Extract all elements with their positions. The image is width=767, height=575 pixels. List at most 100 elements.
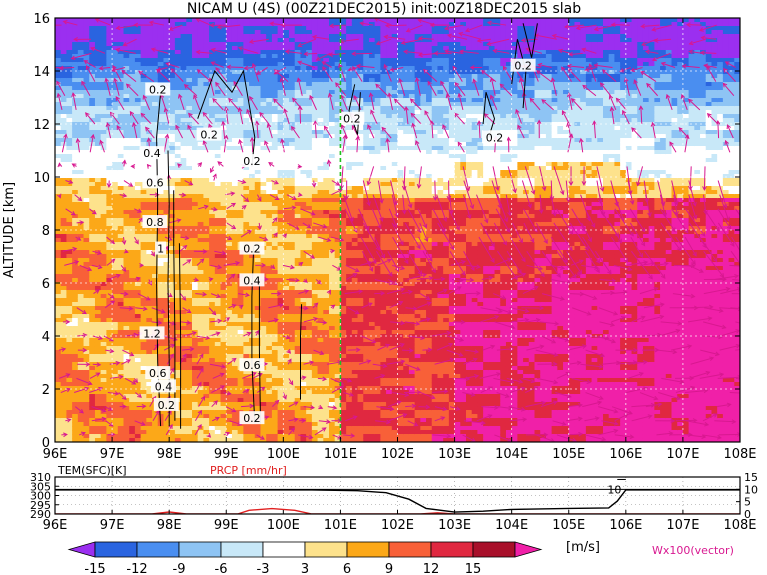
surface-x-tick-label: 99E — [214, 518, 239, 533]
colorbar-tick-label: -12 — [126, 562, 147, 575]
surface-left-label: TEM(SFC)[K] — [57, 464, 127, 477]
x-tick-label: 106E — [609, 447, 642, 462]
contour-label: 0.2 — [243, 412, 261, 425]
contour-label: 0.4 — [243, 274, 261, 287]
main-plot: 0.20.20.20.20.20.20.40.60.81 0.20.41.20.6… — [2, 12, 757, 462]
contour-label: 0.2 — [158, 399, 176, 412]
surface-left-tick: 300 — [30, 490, 51, 503]
contour-label: 1 — [157, 243, 164, 256]
x-tick-label: 108E — [723, 447, 756, 462]
x-tick-label: 101E — [324, 447, 357, 462]
y-tick-label: 2 — [42, 383, 50, 398]
contour-label: 0.8 — [146, 216, 164, 229]
colorbar-tick-label: 9 — [385, 562, 393, 575]
main-axis-ticks: 96E 97E 98E 99E 100E 101E 102E 103E 104E 105E 106E… — [33, 12, 756, 462]
x-tick-label: 99E — [214, 447, 239, 462]
colorbar-tick-label: -15 — [84, 562, 105, 575]
contour-label: 0.2 — [149, 84, 167, 97]
y-tick-label: 14 — [33, 65, 50, 80]
surface-x-tick-label: 100E — [267, 518, 300, 533]
surface-x-tick-label: 106E — [609, 518, 642, 533]
surface-x-tick-label: 101E — [324, 518, 357, 533]
colorbar-tick-label: 6 — [343, 562, 351, 575]
contour-label: 0.2 — [486, 131, 504, 144]
surface-x-tick-label: 108E — [723, 518, 756, 533]
y-tick-label: 12 — [33, 118, 50, 133]
colorbar-swatch — [220, 541, 264, 558]
colorbar-swatch — [94, 541, 138, 558]
surface-series: 10 — [55, 478, 740, 514]
contour-label: 0.6 — [243, 359, 261, 372]
y-axis-label: ALTITUDE [km] — [2, 182, 17, 278]
y-tick-label: 8 — [42, 224, 50, 239]
surface-right-tick: 10 — [744, 483, 758, 496]
x-tick-label: 105E — [552, 447, 585, 462]
vector-label: Wx100(vector) — [652, 544, 734, 557]
colorbar-tick-label: -3 — [257, 562, 270, 575]
contour-label: 0.2 — [243, 155, 261, 168]
y-tick-label: 6 — [42, 277, 50, 292]
colorbar-swatch — [430, 541, 474, 558]
surface-x-tick-label: 105E — [552, 518, 585, 533]
surface-panel: 10 96E 97E 98E 99E 100E 101E 102E 103E 104E 105E 1… — [30, 464, 758, 533]
surface-annotation: 10 — [607, 483, 621, 496]
y-tick-label: 4 — [42, 330, 50, 345]
surface-x-tick-label: 98E — [157, 518, 182, 533]
colorbar-tick-label: 15 — [465, 562, 482, 575]
surface-axis-ticks: 96E 97E 98E 99E 100E 101E 102E 103E 104E 105E 106E… — [30, 471, 758, 533]
surface-x-tick-label: 102E — [381, 518, 414, 533]
contour-label: 0.2 — [343, 113, 361, 126]
y-tick-label: 16 — [33, 12, 50, 27]
y-tick-label: 10 — [33, 171, 50, 186]
surface-right-tick: 5 — [744, 496, 751, 509]
chart-title: NICAM U (4S) (00Z21DEC2015) init:00Z18DE… — [187, 1, 581, 17]
surface-x-tick-label: 96E — [43, 518, 68, 533]
y-tick-label: 0 — [42, 436, 50, 451]
colorbar-tick-label: -6 — [215, 562, 228, 575]
x-tick-label: 98E — [157, 447, 182, 462]
surface-left-tick: 310 — [30, 471, 51, 484]
surface-x-tick-label: 103E — [438, 518, 471, 533]
colorbar-swatch — [388, 541, 432, 558]
surface-left-tick: 290 — [30, 508, 51, 521]
colorbar-unit: [m/s] — [566, 540, 600, 555]
surface-right-tick: 15 — [744, 471, 758, 484]
surface-left-tick: 295 — [30, 499, 51, 512]
colorbar-swatch — [262, 541, 306, 558]
colorbar-swatch — [346, 541, 390, 558]
x-tick-label: 104E — [495, 447, 528, 462]
colorbar-swatch — [472, 541, 516, 558]
colorbar-tick-label: -9 — [173, 562, 186, 575]
surface-right-label: PRCP [mm/hr] — [210, 464, 287, 477]
contour-label: 0.6 — [149, 367, 167, 380]
wind-speed-field — [55, 18, 740, 442]
colorbar-tick-label: 3 — [301, 562, 309, 575]
colorbar-swatch — [136, 541, 180, 558]
x-tick-label: 107E — [666, 447, 699, 462]
colorbar-tick-label: 12 — [423, 562, 440, 575]
surface-temperature-line — [55, 489, 740, 513]
x-tick-label: 100E — [267, 447, 300, 462]
contour-label: 0.2 — [243, 243, 261, 256]
contour-label: 0.2 — [200, 129, 218, 142]
contour-label: 0.6 — [146, 176, 164, 189]
x-tick-label: 102E — [381, 447, 414, 462]
x-tick-label: 103E — [438, 447, 471, 462]
contours: 0.20.20.20.20.20.20.40.60.81 0.20.41.20.6… — [139, 23, 538, 429]
x-tick-label: 97E — [100, 447, 125, 462]
surface-right-tick: 0 — [744, 508, 751, 521]
contour-label: 1.2 — [143, 327, 161, 340]
x-tick-label: 96E — [43, 447, 68, 462]
contour-label: 0.4 — [155, 380, 173, 393]
colorbar: -15 -12 -9 -6 -3 3 6 9 12 15 — [67, 541, 543, 575]
contour-label: 0.4 — [143, 147, 161, 160]
wind-vectors — [55, 18, 740, 442]
surface-x-tick-label: 107E — [666, 518, 699, 533]
contour-label: 0.2 — [514, 60, 532, 73]
colorbar-swatch — [304, 541, 348, 558]
precipitation-line — [55, 507, 740, 514]
surface-x-tick-label: 104E — [495, 518, 528, 533]
surface-x-tick-label: 97E — [100, 518, 125, 533]
colorbar-swatch — [178, 541, 222, 558]
